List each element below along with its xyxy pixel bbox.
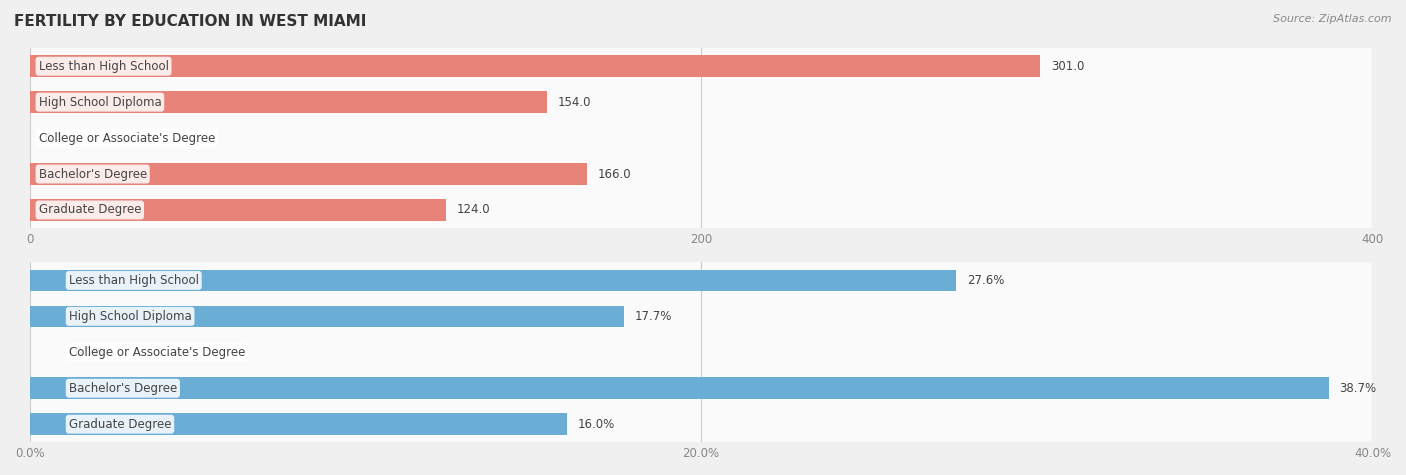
- Bar: [30, 199, 446, 221]
- Bar: [30, 48, 1372, 84]
- Text: 301.0: 301.0: [1050, 60, 1084, 73]
- Text: High School Diploma: High School Diploma: [69, 310, 191, 323]
- Text: 0.0%: 0.0%: [75, 346, 104, 359]
- Text: Graduate Degree: Graduate Degree: [69, 418, 172, 431]
- Bar: [30, 305, 624, 327]
- Text: 17.7%: 17.7%: [634, 310, 672, 323]
- Text: College or Associate's Degree: College or Associate's Degree: [38, 132, 215, 144]
- Bar: [30, 263, 1372, 298]
- Bar: [30, 156, 1372, 192]
- Bar: [30, 378, 1329, 399]
- Bar: [30, 370, 1372, 406]
- Text: Less than High School: Less than High School: [38, 60, 169, 73]
- Text: Source: ZipAtlas.com: Source: ZipAtlas.com: [1274, 14, 1392, 24]
- Text: Less than High School: Less than High School: [69, 274, 198, 287]
- Bar: [30, 192, 1372, 228]
- Text: FERTILITY BY EDUCATION IN WEST MIAMI: FERTILITY BY EDUCATION IN WEST MIAMI: [14, 14, 367, 29]
- Bar: [30, 120, 1372, 156]
- Text: Bachelor's Degree: Bachelor's Degree: [69, 382, 177, 395]
- Bar: [30, 413, 567, 435]
- Text: Bachelor's Degree: Bachelor's Degree: [38, 168, 146, 180]
- Bar: [30, 270, 956, 291]
- Text: High School Diploma: High School Diploma: [38, 95, 162, 109]
- Bar: [30, 56, 1040, 77]
- Text: 38.7%: 38.7%: [1340, 382, 1376, 395]
- Bar: [30, 163, 586, 185]
- Bar: [30, 334, 1372, 370]
- Text: 16.0%: 16.0%: [578, 418, 614, 431]
- Text: College or Associate's Degree: College or Associate's Degree: [69, 346, 245, 359]
- Text: 166.0: 166.0: [598, 168, 631, 180]
- Text: Graduate Degree: Graduate Degree: [38, 203, 141, 217]
- Bar: [30, 298, 1372, 334]
- Bar: [30, 406, 1372, 442]
- Text: 124.0: 124.0: [457, 203, 491, 217]
- Text: 27.6%: 27.6%: [967, 274, 1004, 287]
- Text: 0.0: 0.0: [44, 132, 62, 144]
- Text: 154.0: 154.0: [557, 95, 591, 109]
- Bar: [30, 91, 547, 113]
- Bar: [30, 84, 1372, 120]
